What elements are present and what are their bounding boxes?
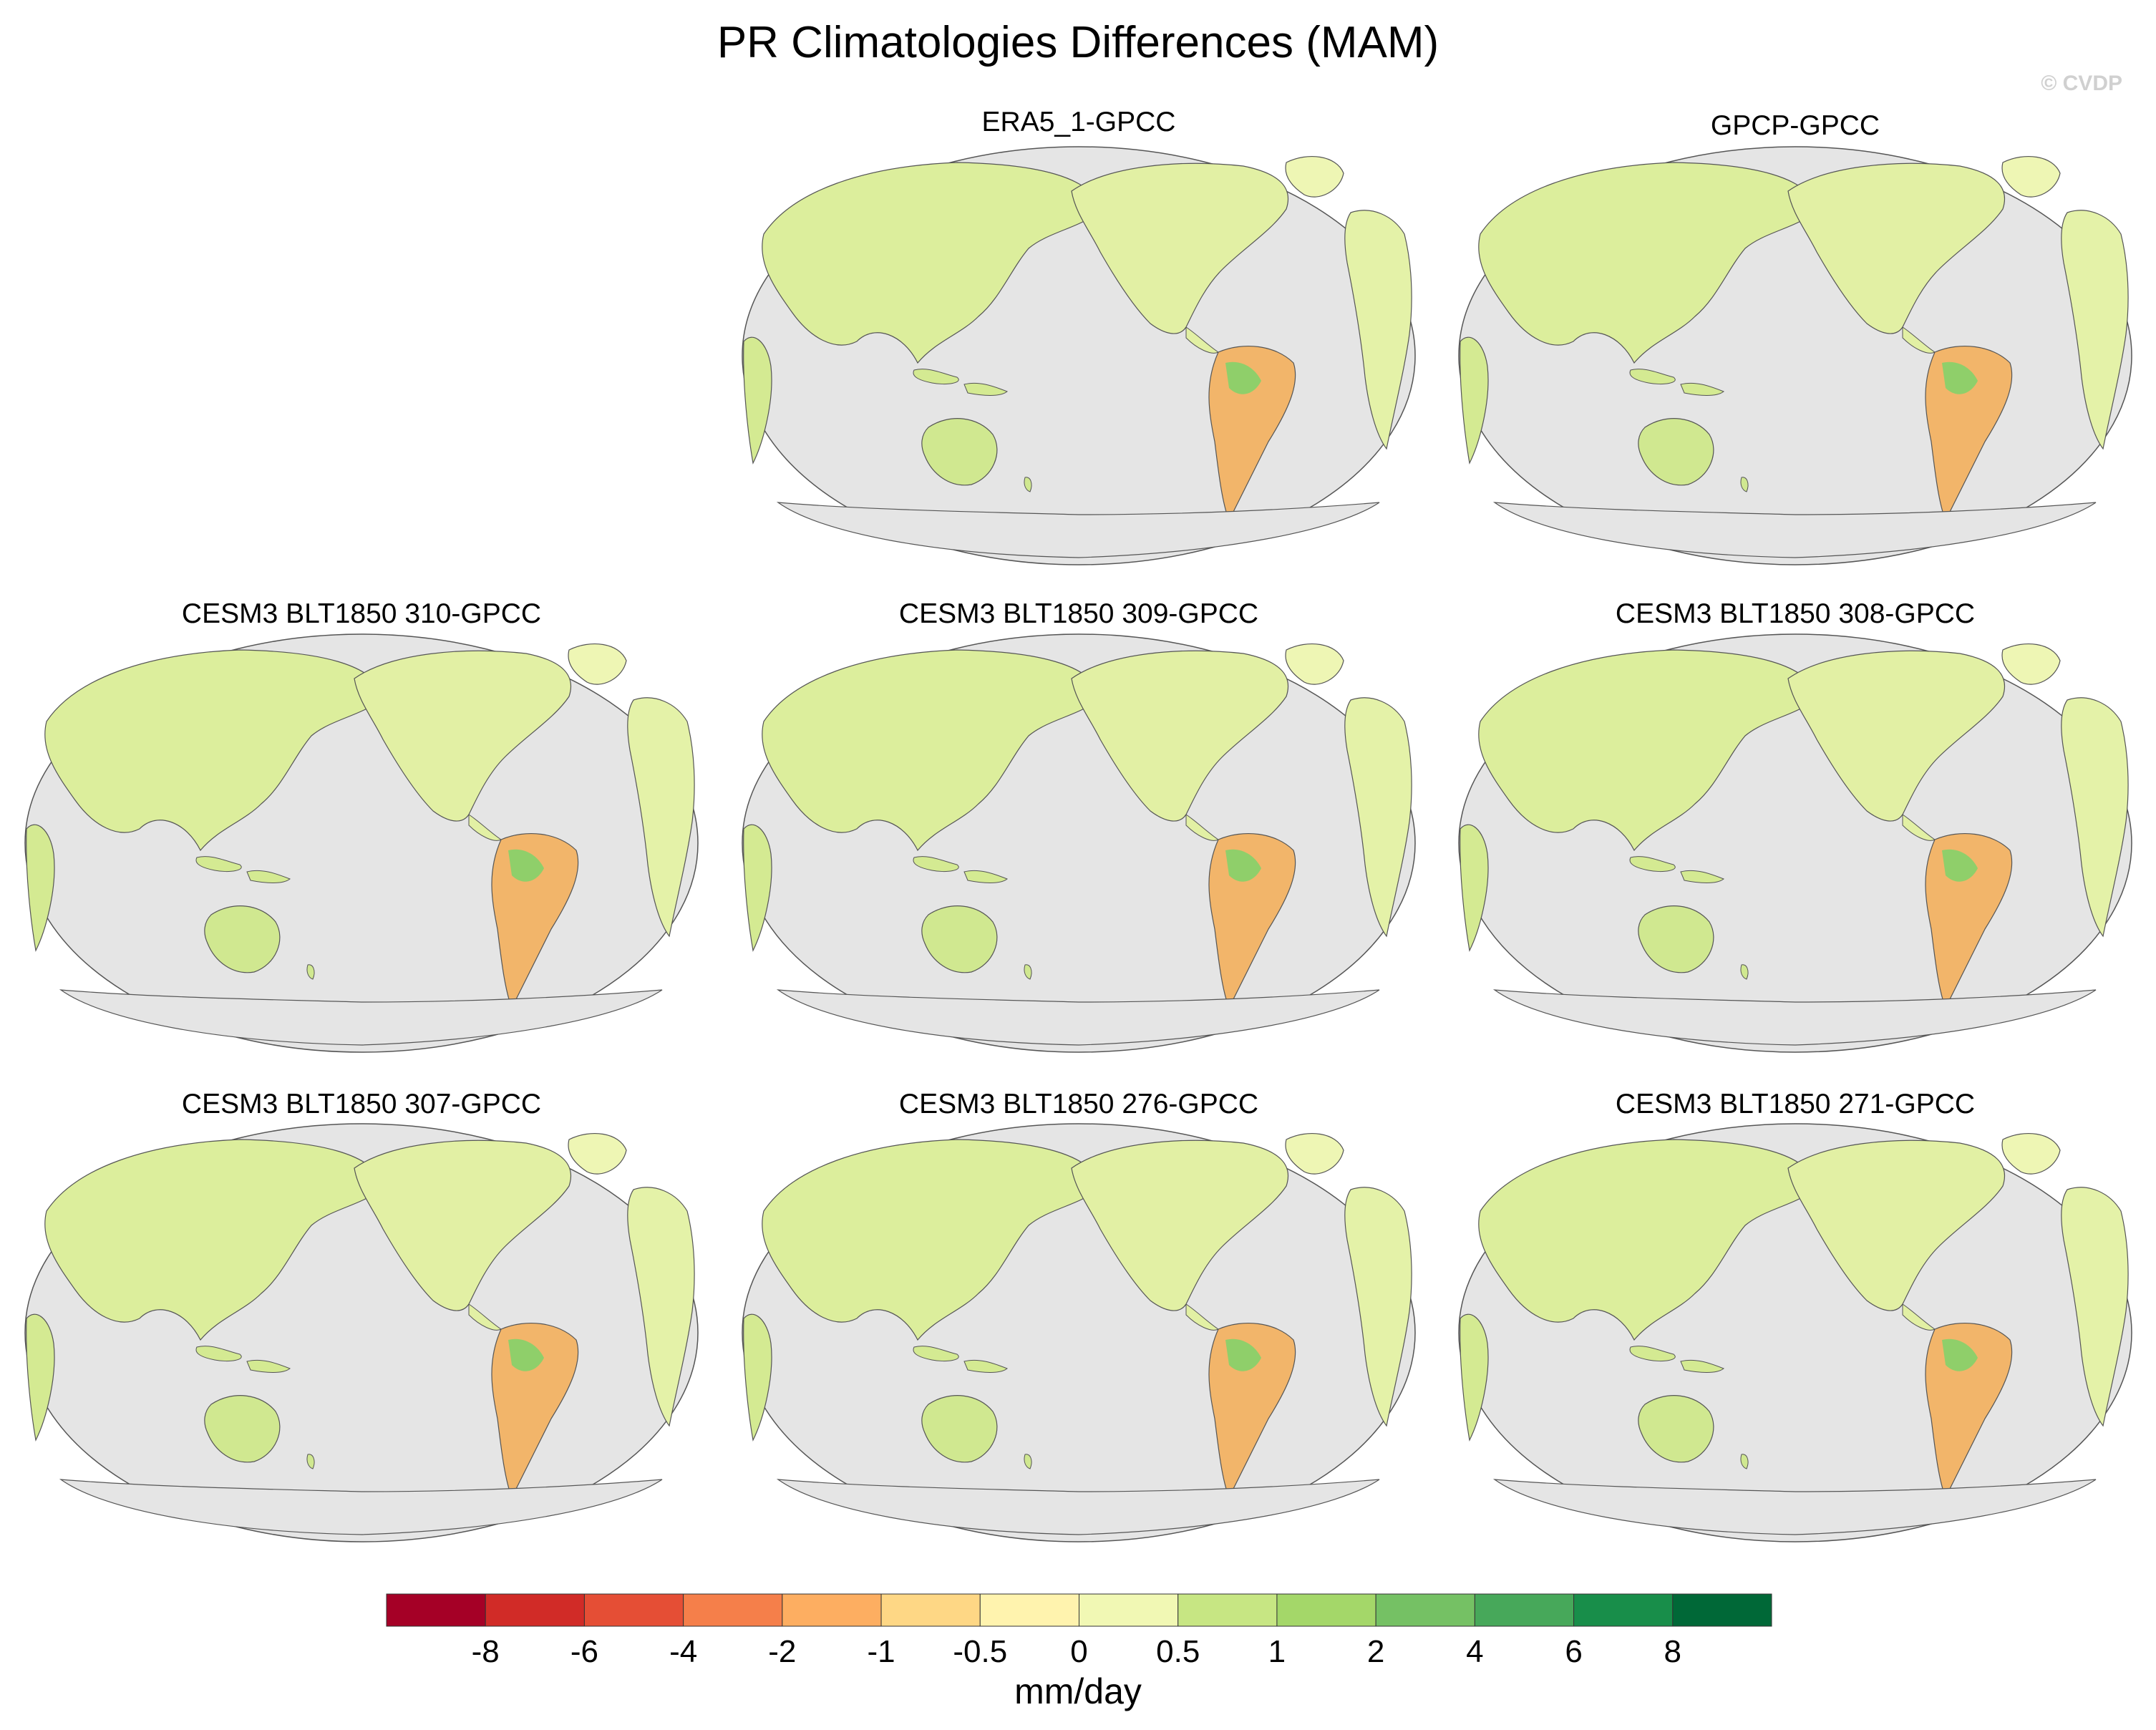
world-map [1458, 146, 2132, 565]
colorbar-tick-label: -6 [570, 1634, 598, 1669]
colorbar-tick-label: -0.5 [953, 1634, 1007, 1669]
panel-309: CESM3 BLT1850 309-GPCC [742, 598, 1416, 1053]
colorbar-box [1079, 1593, 1179, 1627]
colorbar-tick-label: 2 [1367, 1634, 1384, 1669]
colorbar-ticks: -8 -6 -4 -2 -1 -0.5 0 0.5 1 2 4 6 8 [472, 1634, 1681, 1669]
colorbar-tick-label: -2 [768, 1634, 796, 1669]
panel-title: CESM3 BLT1850 276-GPCC [899, 1089, 1258, 1119]
colorbar-box [782, 1593, 882, 1627]
colorbar-tick-label: -4 [669, 1634, 697, 1669]
panel-title: CESM3 BLT1850 307-GPCC [182, 1089, 541, 1119]
colorbar-tick-label: 4 [1466, 1634, 1483, 1669]
colorbar-box [1573, 1593, 1674, 1627]
colorbar-tick-label: -8 [472, 1634, 500, 1669]
panel-era5: ERA5_1-GPCC [742, 107, 1416, 565]
panel-271: CESM3 BLT1850 271-GPCC [1458, 1089, 2132, 1542]
panel-title: GPCP-GPCC [1711, 110, 1880, 141]
colorbar-box [1474, 1593, 1575, 1627]
world-map [1458, 633, 2132, 1053]
colorbar-box [880, 1593, 981, 1627]
colorbar-tick-label: 0.5 [1156, 1634, 1200, 1669]
colorbar-box [386, 1593, 486, 1627]
colorbar-tick-label: 0 [1070, 1634, 1087, 1669]
colorbar [386, 1593, 1772, 1627]
colorbar-box [1375, 1593, 1475, 1627]
figure-title: PR Climatologies Differences (MAM) [717, 18, 1439, 67]
panel-title: CESM3 BLT1850 310-GPCC [182, 598, 541, 629]
colorbar-box [583, 1593, 684, 1627]
world-map [24, 633, 699, 1053]
colorbar-units: mm/day [1014, 1671, 1142, 1711]
colorbar-box [485, 1593, 585, 1627]
panel-310: CESM3 BLT1850 310-GPCC [24, 598, 699, 1053]
colorbar-tick-label: 8 [1664, 1634, 1681, 1669]
colorbar-box [1276, 1593, 1376, 1627]
panel-title: CESM3 BLT1850 308-GPCC [1616, 598, 1975, 629]
colorbar-box [1177, 1593, 1278, 1627]
world-map [1458, 1123, 2132, 1542]
panel-307: CESM3 BLT1850 307-GPCC [24, 1089, 699, 1542]
panel-gpcp: GPCP-GPCC [1458, 110, 2132, 565]
world-map [742, 633, 1416, 1053]
panel-276: CESM3 BLT1850 276-GPCC [742, 1089, 1416, 1542]
colorbar-box [1672, 1593, 1772, 1627]
cvdp-watermark: © CVDP [2041, 72, 2122, 95]
colorbar-tick-label: 6 [1565, 1634, 1582, 1669]
colorbar-tick-label: -1 [868, 1634, 895, 1669]
panel-title: CESM3 BLT1850 309-GPCC [899, 598, 1258, 629]
panel-title: ERA5_1-GPCC [982, 107, 1176, 137]
panel-title: CESM3 BLT1850 271-GPCC [1616, 1089, 1975, 1119]
world-map [742, 146, 1416, 565]
world-map [24, 1123, 699, 1542]
panel-308: CESM3 BLT1850 308-GPCC [1458, 598, 2132, 1053]
colorbar-box [683, 1593, 783, 1627]
world-map [742, 1123, 1416, 1542]
colorbar-tick-label: 1 [1268, 1634, 1286, 1669]
colorbar-box [979, 1593, 1080, 1627]
